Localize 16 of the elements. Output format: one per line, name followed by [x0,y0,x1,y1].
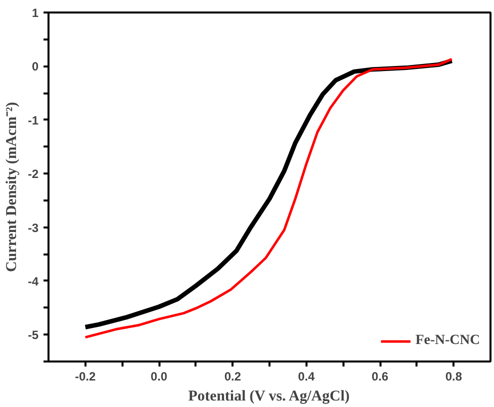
x-tick-label: 0.4 [298,370,315,384]
y-tick-label: -1 [28,113,39,128]
y-tick-label: 0 [32,60,39,74]
x-tick-label: 0.6 [372,370,389,384]
y-tick-label: -3 [28,220,39,235]
legend-label: Fe-N-CNC [415,333,480,349]
x-axis-title: Potential (V vs. Ag/AgCl) [188,388,350,404]
x-tick-label: 0.8 [445,370,462,384]
x-tick-label: -0.2 [74,370,96,384]
y-tick-label: -5 [28,328,39,342]
x-tick-label: 0.0 [150,370,168,384]
y-tick-label: -2 [28,167,39,182]
x-tick-label: 0.2 [224,370,242,384]
y-tick-label: 1 [32,6,39,20]
y-axis-title: Current Density (mAcm⁻²) [4,102,20,272]
y-tick-label: -4 [28,274,39,288]
